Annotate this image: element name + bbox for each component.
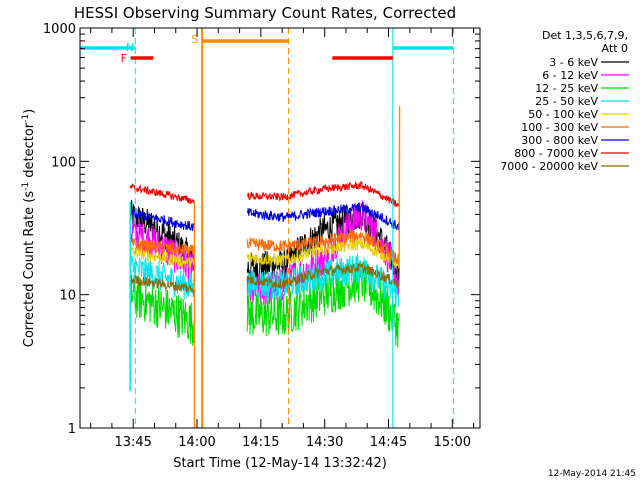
series-800-7000keV [129, 180, 400, 208]
legend-label: 12 - 25 keV [535, 82, 598, 95]
series-3-6keV [129, 199, 400, 288]
y-tick-label: 1000 [43, 22, 76, 37]
x-tick-label: 14:30 [306, 435, 343, 450]
legend-label: 100 - 300 keV [521, 121, 598, 134]
x-tick-label: 14:45 [370, 435, 407, 450]
series-100-300keV [129, 230, 400, 264]
series-300-800keV [129, 201, 400, 232]
legend-header-2: Att 0 [602, 42, 628, 55]
legend-label: 7000 - 20000 keV [500, 160, 598, 173]
x-tick-label: 14:15 [242, 435, 279, 450]
x-tick-label: 14:00 [178, 435, 215, 450]
x-tick-label: 15:00 [434, 435, 471, 450]
series-7000-20000keV [129, 262, 400, 294]
x-axis-label: Start Time (12-May-14 13:32:42) [173, 456, 387, 471]
y-axis-label: Corrected Count Rate (s-1 detector-1) [21, 109, 37, 347]
x-tick-label: 13:45 [114, 435, 151, 450]
legend-header-1: Det 1,3,5,6,7,9, [542, 29, 628, 42]
legend-label: 800 - 7000 keV [514, 147, 598, 160]
y-tick-label: 10 [59, 289, 76, 304]
footer-timestamp: 12-May-2014 21:45 [548, 469, 636, 479]
plot-frame [79, 27, 481, 429]
legend-label: 6 - 12 keV [542, 69, 598, 82]
data-layer [129, 106, 401, 428]
axes: 1 10 100 1000 13:45 14:00 14:15 14:30 14:45 15:00 [43, 22, 480, 450]
y-tick-label: 100 [51, 155, 76, 170]
flag-label: S [191, 33, 198, 46]
series-50-100keV [129, 238, 400, 270]
legend-label: 300 - 800 keV [521, 134, 598, 147]
legend-label: 25 - 50 keV [535, 95, 598, 108]
legend-label: 50 - 100 keV [528, 108, 598, 121]
flag-label: F [121, 52, 127, 65]
chart-title: HESSI Observing Summary Count Rates, Cor… [74, 4, 456, 22]
legend-label: 3 - 6 keV [549, 56, 598, 69]
flag-bars: FN S [80, 28, 455, 428]
series-12-25keV [129, 259, 400, 348]
y-tick-label: 1 [68, 422, 76, 437]
flag-label: N [126, 41, 134, 54]
